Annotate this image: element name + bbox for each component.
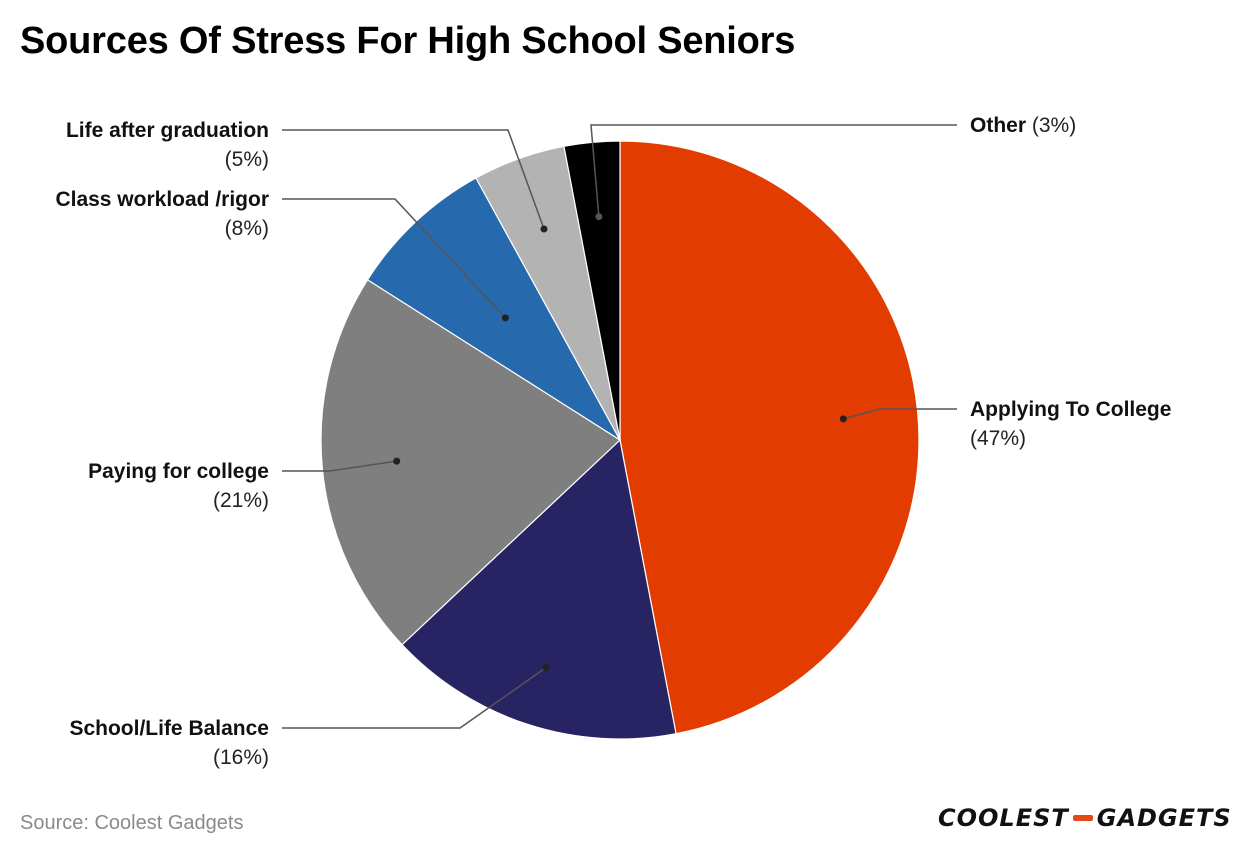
slice-label-school-life-balance: School/Life Balance xyxy=(69,717,269,740)
slice-pct-life-after-graduation: (5%) xyxy=(225,148,269,171)
pie-slice-school-life-balance xyxy=(401,438,677,740)
slice-label-other: Other (3%) xyxy=(970,114,1076,137)
leader-line-paying-for-college xyxy=(282,460,397,472)
brand-logo-right: GADGETS xyxy=(1096,804,1232,832)
leader-lines xyxy=(282,124,957,729)
slice-label-life-after-graduation: Life after graduation xyxy=(66,119,269,142)
leader-line-life-after-graduation xyxy=(282,129,545,230)
pie-slice-paying-for-college xyxy=(320,278,621,646)
leader-line-other xyxy=(590,124,957,217)
leader-dot-other xyxy=(595,213,603,221)
source-note: Source: Coolest Gadgets xyxy=(20,812,244,834)
leader-line-school-life-balance xyxy=(282,666,547,729)
leader-line-class-workload-rigor xyxy=(282,198,506,319)
leader-dot-life-after-graduation xyxy=(540,225,548,233)
slice-label-class-workload-rigor: Class workload /rigor xyxy=(55,188,269,211)
chart-title: Sources Of Stress For High School Senior… xyxy=(20,20,796,62)
brand-logo: COOLEST GADGETS xyxy=(938,800,1232,836)
slice-pct-applying-to-college: (47%) xyxy=(970,427,1026,450)
leader-dot-applying-to-college xyxy=(839,415,847,423)
pie-slice-class-workload-rigor xyxy=(366,177,621,441)
leader-dot-paying-for-college xyxy=(393,457,401,465)
slice-label-paying-for-college: Paying for college xyxy=(88,460,269,483)
slice-label-applying-to-college: Applying To College xyxy=(970,398,1171,421)
leader-line-applying-to-college xyxy=(843,408,957,420)
brand-logo-dash xyxy=(1072,815,1093,821)
pie-slice-applying-to-college xyxy=(619,140,920,735)
slice-pct-school-life-balance: (16%) xyxy=(213,746,269,769)
brand-logo-left: COOLEST xyxy=(938,804,1069,832)
slice-pct-paying-for-college: (21%) xyxy=(213,489,269,512)
pie-slices xyxy=(320,140,920,740)
leader-dot-class-workload-rigor xyxy=(501,314,509,322)
slice-labels: Applying To College (47%) School/Life Bala… xyxy=(55,114,1171,769)
leader-dot-school-life-balance xyxy=(542,664,550,671)
slice-pct-class-workload-rigor: (8%) xyxy=(225,217,269,240)
